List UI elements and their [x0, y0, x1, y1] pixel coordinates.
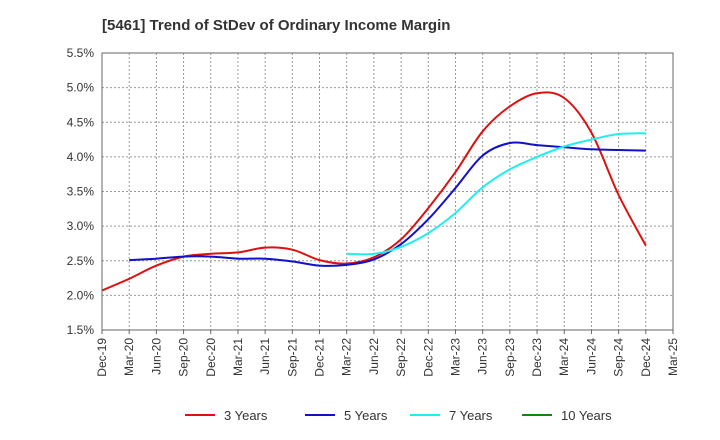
x-tick-label: Jun-20: [149, 338, 163, 375]
y-tick-label: 2.5%: [67, 254, 95, 268]
x-tick-label: Mar-20: [122, 338, 136, 376]
y-tick-label: 2.0%: [67, 288, 95, 302]
legend-label-7-years: 7 Years: [449, 408, 493, 423]
legend-label-10-years: 10 Years: [561, 408, 612, 423]
grid: [101, 52, 674, 331]
legend-label-3-years: 3 Years: [224, 408, 268, 423]
x-tick-label: Sep-23: [503, 338, 517, 377]
x-tick-label: Mar-25: [666, 338, 680, 376]
x-tick-label: Mar-24: [557, 338, 571, 376]
x-tick-label: Mar-21: [231, 338, 245, 376]
y-tick-label: 3.5%: [67, 185, 95, 199]
x-tick-label: Sep-22: [394, 338, 408, 377]
chart-title: [5461] Trend of StDev of Ordinary Income…: [102, 17, 450, 34]
x-tick-label: Dec-23: [530, 338, 544, 377]
y-tick-label: 5.0%: [67, 81, 95, 95]
y-axis-ticks: 1.5% 2.0% 2.5% 3.0% 3.5% 4.0% 4.5% 5.0% 5.5%: [67, 46, 95, 337]
series-line-5-years: [129, 141, 646, 267]
series-lines: [101, 91, 647, 292]
x-tick-label: Sep-24: [612, 338, 626, 377]
y-tick-label: 1.5%: [67, 323, 95, 337]
x-tick-label: Jun-24: [584, 338, 598, 375]
plot-frame: [101, 52, 674, 331]
x-tick-label: Sep-20: [177, 338, 191, 377]
x-tick-label: Sep-21: [285, 338, 299, 377]
x-tick-label: Dec-20: [204, 338, 218, 377]
y-tick-label: 4.0%: [67, 150, 95, 164]
x-axis-ticks: Dec-19 Mar-20 Jun-20 Sep-20 Dec-20 Mar-21 Jun-…: [95, 330, 680, 377]
x-tick-label: Dec-24: [639, 338, 653, 377]
x-tick-label: Jun-23: [476, 338, 490, 375]
legend: 3 Years 5 Years 7 Years 10 Years: [185, 408, 612, 423]
series-line-3-years: [101, 91, 647, 292]
series-line-7-years: [346, 132, 646, 256]
x-tick-label: Dec-19: [95, 338, 109, 377]
x-tick-label: Jun-21: [258, 338, 272, 375]
y-tick-label: 3.0%: [67, 219, 95, 233]
x-tick-label: Mar-22: [340, 338, 354, 376]
x-tick-label: Mar-23: [448, 338, 462, 376]
x-tick-label: Dec-22: [421, 338, 435, 377]
y-tick-label: 5.5%: [67, 46, 95, 60]
x-tick-label: Dec-21: [313, 338, 327, 377]
legend-label-5-years: 5 Years: [344, 408, 388, 423]
y-tick-label: 4.5%: [67, 115, 95, 129]
x-tick-label: Jun-22: [367, 338, 381, 375]
